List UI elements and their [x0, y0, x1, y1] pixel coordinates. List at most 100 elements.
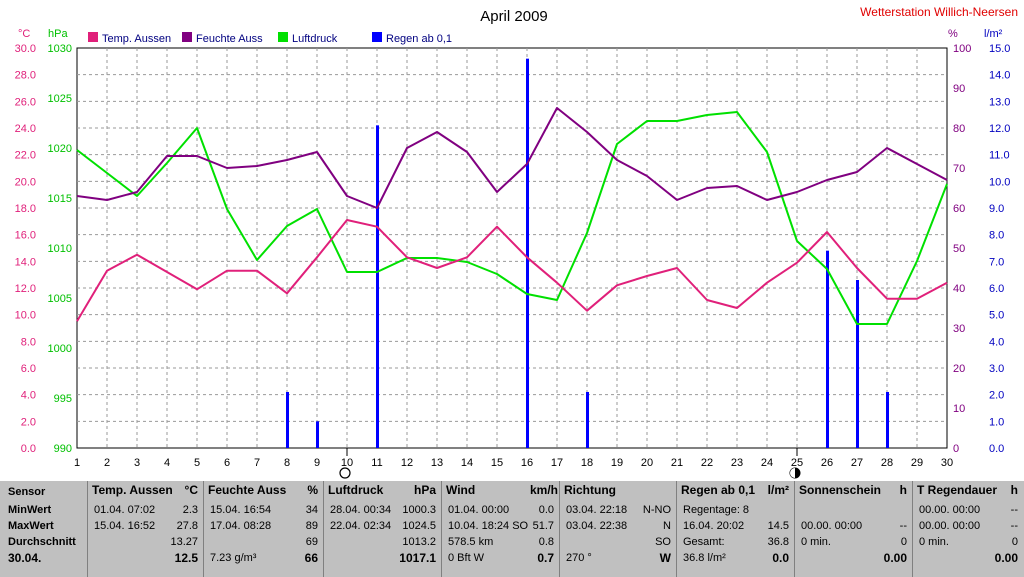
stats-max-detail: 17.04. 08:28 [210, 520, 272, 532]
humidity-tick-label: 40 [953, 283, 965, 295]
humidity-tick-label: 50 [953, 243, 965, 255]
x-tick-label: 5 [194, 457, 200, 469]
stats-column-unit: l/m² [767, 483, 789, 497]
stats-cur-value: 0.0 [772, 551, 789, 565]
column-separator [441, 481, 442, 577]
stats-column-unit: °C [184, 483, 198, 497]
temp-tick-label: 0.0 [21, 443, 36, 455]
x-tick-label: 25 [791, 457, 803, 469]
pressure-tick-label: 1030 [48, 43, 72, 55]
rain-tick-label: 15.0 [989, 43, 1010, 55]
pressure-tick-label: 1010 [48, 243, 72, 255]
legend-swatch [88, 32, 98, 42]
statistics-table: Sensor MinWert MaxWert Durchschnitt 30.0… [0, 481, 1024, 577]
rain-bar [316, 421, 319, 448]
temp-tick-label: 22.0 [15, 150, 36, 162]
rain-bar [526, 58, 529, 449]
stats-avg-value: 69 [305, 536, 318, 548]
humidity-tick-label: 10 [953, 403, 965, 415]
temp-tick-label: 6.0 [21, 363, 36, 375]
rain-bar [586, 392, 589, 448]
stats-avg-value: 0 [1011, 536, 1018, 548]
x-tick-label: 19 [611, 457, 623, 469]
rain-tick-label: 6.0 [989, 283, 1004, 295]
row-label-min: MinWert [8, 504, 52, 516]
stats-avg-detail: 578.5 km [448, 536, 494, 548]
column-separator [794, 481, 795, 577]
temp-tick-label: 2.0 [21, 416, 36, 428]
rain-bar [856, 280, 859, 448]
stats-column-title: Wind [446, 483, 476, 497]
row-label-sensor: Sensor [8, 486, 46, 498]
x-tick-label: 11 [371, 457, 382, 469]
rain-tick-label: 1.0 [989, 416, 1004, 428]
x-tick-label: 29 [911, 457, 923, 469]
legend-label: Temp. Aussen [102, 33, 171, 45]
humidity-tick-label: 90 [953, 83, 965, 95]
temp-tick-label: 28.0 [15, 70, 36, 82]
stats-min-value: 2.3 [182, 504, 198, 516]
rain-tick-label: 13.0 [989, 96, 1010, 108]
column-separator [676, 481, 677, 577]
legend-swatch [372, 32, 382, 42]
plot-frame [76, 47, 948, 449]
stats-column-title: Regen ab 0,1 [681, 483, 756, 497]
rain-tick-label: 5.0 [989, 310, 1004, 322]
stats-column-unit: h [1010, 483, 1018, 497]
stats-avg-detail: Gesamt: [683, 536, 725, 548]
humidity-tick-label: 20 [953, 363, 965, 375]
rain-tick-label: 12.0 [989, 123, 1010, 135]
stats-max-detail: 00.00. 00:00 [801, 520, 863, 532]
rain-tick-label: 4.0 [989, 336, 1004, 348]
stats-column-title: T Regendauer [917, 483, 998, 497]
x-tick-label: 15 [491, 457, 503, 469]
legend-swatch [182, 32, 192, 42]
stats-max-value: -- [899, 520, 907, 532]
temp-tick-label: 4.0 [21, 390, 36, 402]
rain-tick-label: 8.0 [989, 230, 1004, 242]
stats-column-unit: % [307, 483, 318, 497]
legend-swatch [278, 32, 288, 42]
rain-tick-label: 10.0 [989, 176, 1010, 188]
series-line [76, 111, 948, 325]
stats-min-detail: 15.04. 16:54 [210, 504, 272, 516]
stats-min-value: 1000.3 [402, 504, 436, 516]
stats-cur-detail: 7.23 g/m³ [210, 552, 257, 564]
stats-max-value: 27.8 [176, 520, 198, 532]
pressure-tick-label: 1005 [48, 293, 72, 305]
x-tick-label: 22 [701, 457, 713, 469]
rain-bar [286, 392, 289, 448]
x-tick-label: 21 [671, 457, 683, 469]
series-lines [76, 107, 948, 325]
legend: Temp. Aussen Feuchte Auss Luftdruck Regen a… [88, 32, 452, 45]
stats-avg-value: 1013.2 [402, 536, 436, 548]
temp-tick-label: 14.0 [15, 256, 36, 268]
stats-avg-value: SO [655, 536, 671, 548]
rain-tick-label: 11.0 [989, 150, 1010, 162]
stats-max-value: -- [1010, 520, 1018, 532]
x-tick-label: 14 [461, 457, 473, 469]
stats-cur-value: 66 [304, 551, 318, 565]
x-tick-label: 9 [314, 457, 320, 469]
x-tick-label: 3 [134, 457, 140, 469]
temp-tick-label: 26.0 [15, 96, 36, 108]
x-tick-label: 1 [74, 457, 80, 469]
x-tick-label: 10 [341, 457, 353, 469]
x-tick-label: 27 [851, 457, 863, 469]
temp-tick-label: 16.0 [15, 230, 36, 242]
rain-tick-label: 0.0 [989, 443, 1004, 455]
stats-avg-value: 0 [900, 536, 907, 548]
stats-column-title: Richtung [564, 483, 616, 497]
rain-tick-label: 3.0 [989, 363, 1004, 375]
x-tick-label: 30 [941, 457, 953, 469]
x-tick-label: 20 [641, 457, 653, 469]
stats-min-value: 34 [305, 504, 318, 516]
series-line [76, 219, 948, 322]
pressure-tick-label: 1000 [48, 343, 72, 355]
stats-avg-value: 0.8 [538, 536, 554, 548]
x-tick-label: 12 [401, 457, 413, 469]
rain-bars [286, 58, 889, 449]
row-label-max: MaxWert [8, 520, 54, 532]
x-tick-label: 8 [284, 457, 290, 469]
temp-tick-label: 30.0 [15, 43, 36, 55]
